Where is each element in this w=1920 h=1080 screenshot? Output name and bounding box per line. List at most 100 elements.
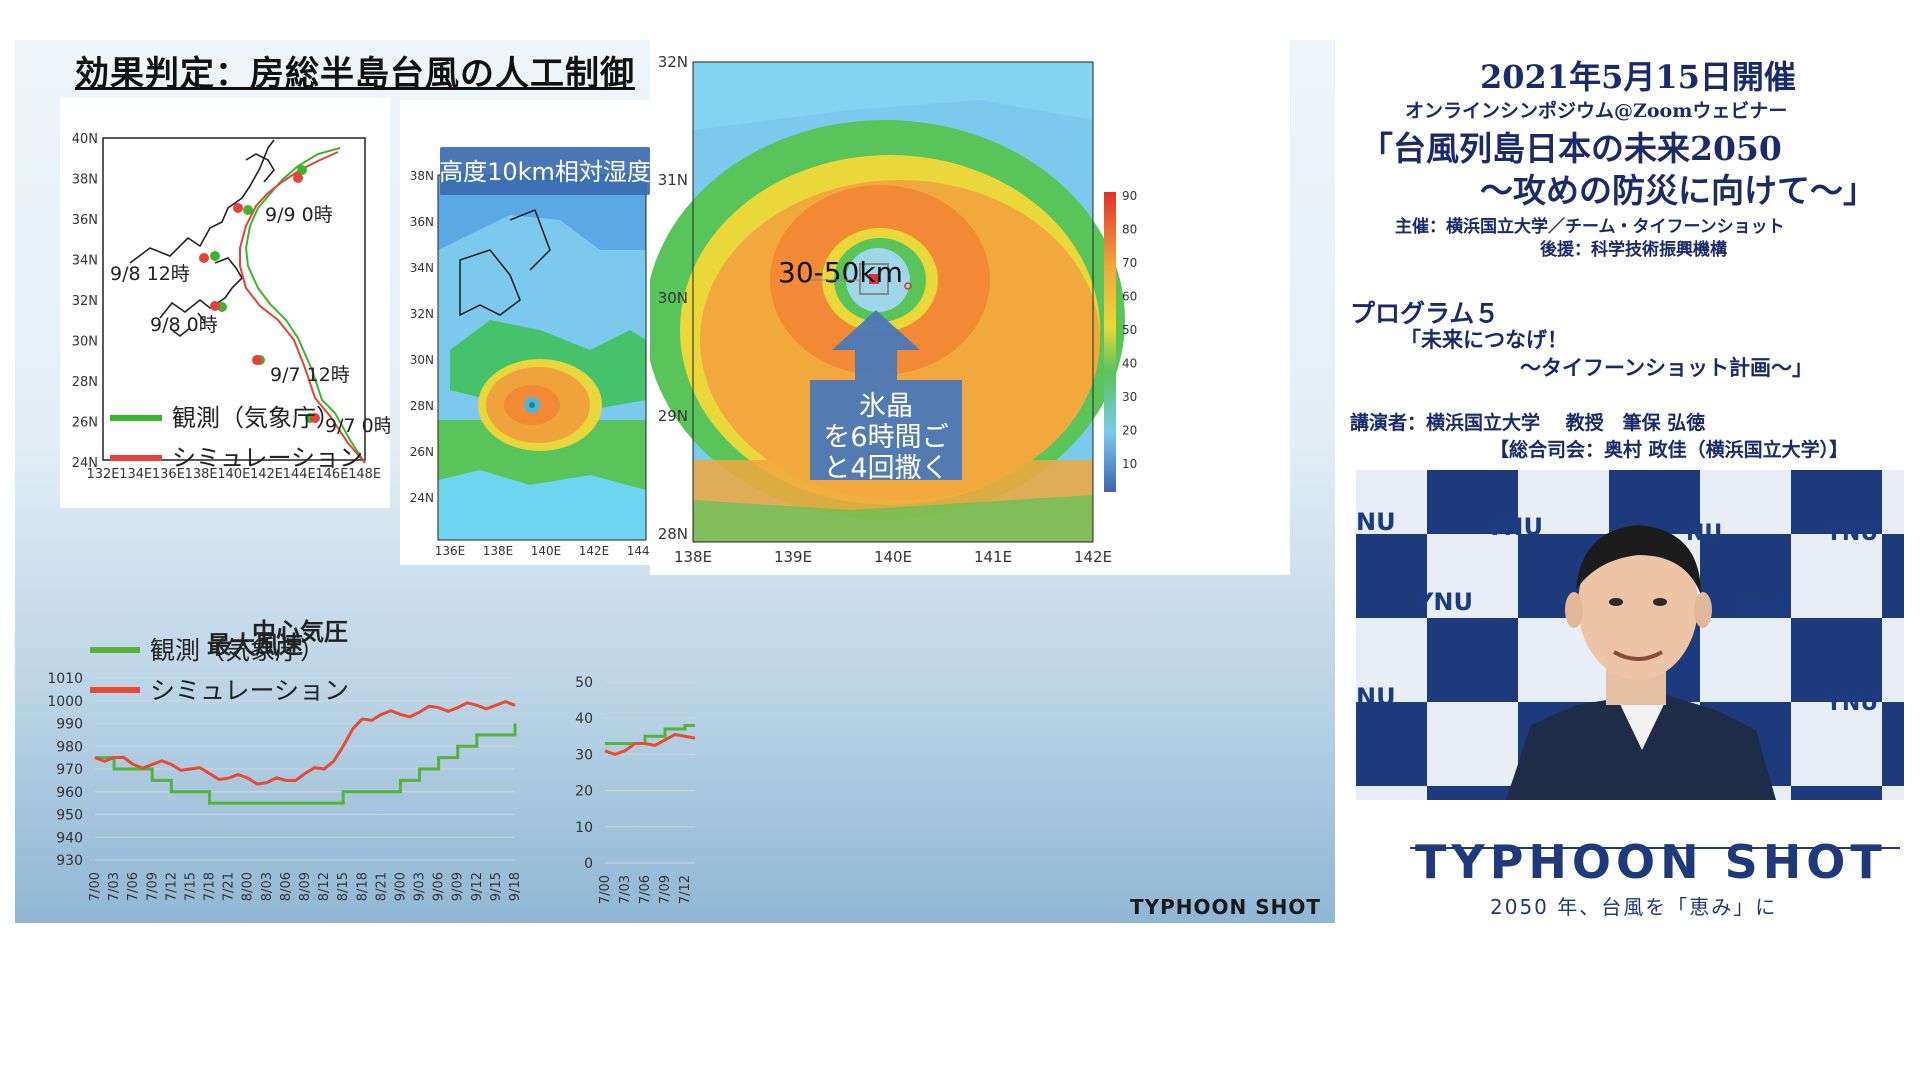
backdrop-logo-text: YNU xyxy=(1485,513,1543,541)
backdrop-logo-text: YNU xyxy=(1825,521,1878,546)
pressure-chart: 中心気圧 1010 1000 990 980 970 960 950 940 930 7/00 7… xyxy=(47,618,523,901)
x-tick-label: 9/15 xyxy=(489,872,504,901)
backdrop-tile xyxy=(1356,786,1427,800)
y-tick-label: 1000 xyxy=(47,694,83,710)
backdrop-tile xyxy=(1356,618,1427,702)
humidity-lat-label: 34N xyxy=(410,261,434,275)
humidity-lat-label: 30N xyxy=(410,353,434,367)
backdrop-logo-text: NU xyxy=(1356,508,1396,536)
backdrop-tile xyxy=(1882,618,1904,702)
x-tick-label: 9/03 xyxy=(413,872,428,901)
humidity-lon-label: 138E xyxy=(483,544,514,558)
humidity-map-title: 高度10km相対湿度 xyxy=(439,158,650,186)
y-tick-label: 980 xyxy=(56,739,83,755)
x-tick-label: 9/18 xyxy=(508,872,523,901)
scale-label: 30-50km xyxy=(778,256,903,289)
track-time-label: 9/9 0時 xyxy=(265,204,333,226)
track-lon-label: 138E xyxy=(185,467,218,482)
y-tick-label: 50 xyxy=(575,675,593,691)
track-legend-label: 観測（気象庁） xyxy=(172,404,340,432)
backdrop-tile xyxy=(1356,534,1427,618)
symposium-info-panel: 2021年5月15日開催 オンラインシンポジウム@Zoomウェビナー 「台風列島… xyxy=(1340,40,1920,920)
track-time-label: 9/7 0時 xyxy=(325,415,390,437)
backdrop-tile xyxy=(1791,534,1882,618)
humidity-lat-label: 32N xyxy=(410,307,434,321)
backdrop-tile xyxy=(1791,470,1882,534)
x-tick-label: 7/03 xyxy=(107,872,122,901)
track-map: 40N 38N 36N 34N 32N 30N 28N 26N 24N 132E 134E 136E… xyxy=(72,132,390,482)
y-tick-label: 990 xyxy=(56,717,83,733)
pressure-chart-title: 中心気圧 xyxy=(252,618,348,646)
x-tick-label: 8/00 xyxy=(241,872,256,901)
backdrop-tile xyxy=(1700,534,1791,618)
zoom-lon-label: 141E xyxy=(974,548,1012,566)
track-lon-label: 142E xyxy=(250,467,283,482)
track-time-label: 9/8 12時 xyxy=(110,263,190,285)
zoom-lon-label: 139E xyxy=(774,548,812,566)
backdrop-logo-text: YNU xyxy=(1735,593,1793,621)
track-lon-label: 140E xyxy=(217,467,250,482)
slide-footer-logo: TYPHOON SHOT xyxy=(1130,895,1322,919)
event-sponsor: 後援：科学技術振興機構 xyxy=(1540,240,1727,260)
y-tick-label: 960 xyxy=(56,785,83,801)
x-tick-label: 7/03 xyxy=(618,875,633,904)
program-title-1: 「未来につなげ！ xyxy=(1400,327,1568,352)
track-map-panel: 40N 38N 36N 34N 32N 30N 28N 26N 24N 132E 134E 136E… xyxy=(60,98,390,508)
slide-title: 効果判定：房総半島台風の人工制御 xyxy=(75,54,635,94)
x-tick-label: 7/21 xyxy=(222,872,237,901)
backdrop-tile xyxy=(1700,618,1791,702)
colorbar-label: 50 xyxy=(1122,323,1137,337)
logo-tagline: 2050 年、台風を「恵み」に xyxy=(1490,895,1778,919)
track-legend-label: シミュレーション xyxy=(172,444,363,472)
x-tick-label: 7/09 xyxy=(145,872,160,901)
zoom-lon-label: 138E xyxy=(674,548,712,566)
backdrop-tile xyxy=(1882,702,1904,786)
y-tick-label: 20 xyxy=(575,784,593,800)
x-tick-label: 7/09 xyxy=(658,875,673,904)
backdrop-logo-text: NU xyxy=(1356,683,1396,711)
backdrop-logo-text: YNU xyxy=(1415,588,1473,616)
program-title-2: 〜タイフーンショット計画〜」 xyxy=(1520,355,1813,380)
x-tick-label: 7/00 xyxy=(598,875,613,904)
x-tick-label: 9/06 xyxy=(432,872,447,901)
logo-swoosh-icon xyxy=(1410,847,1900,849)
track-lat-label: 28N xyxy=(72,375,98,390)
callout-text: を6時間ご xyxy=(823,422,948,453)
humidity-map-panel: 高度10km相対湿度 38N 36N 34N 32N 30N 28N 26N 24N 136E… xyxy=(400,100,650,565)
colorbar-label: 30 xyxy=(1122,390,1137,404)
callout-text: と4回撒く xyxy=(823,453,948,484)
zoom-lat-label: 28N xyxy=(658,525,688,543)
backdrop-tile xyxy=(1518,470,1609,534)
backdrop-tile xyxy=(1609,470,1700,534)
humidity-map: 高度10km相対湿度 38N 36N 34N 32N 30N 28N 26N 24N 136E… xyxy=(400,100,650,565)
track-lat-label: 30N xyxy=(72,335,98,350)
backdrop-tile xyxy=(1700,470,1791,534)
moderator: 【総合司会：奥村 政佳（横浜国立大学）】 xyxy=(1490,439,1849,461)
y-tick-label: 30 xyxy=(575,747,593,763)
series-line xyxy=(95,723,517,805)
humidity-lat-label: 26N xyxy=(410,445,434,459)
speaker-video: NU YNU YNU NU YNU YNU NU YNU xyxy=(1356,470,1904,800)
x-tick-label: 9/09 xyxy=(451,872,466,901)
track-lon-label: 146E xyxy=(315,467,348,482)
pressure-legend-label: 観測（気象庁） xyxy=(150,636,325,665)
y-tick-label: 1010 xyxy=(47,671,83,687)
x-tick-label: 9/12 xyxy=(470,872,485,901)
y-tick-label: 930 xyxy=(56,853,83,869)
humidity-lat-label: 36N xyxy=(410,215,434,229)
backdrop-tile xyxy=(1427,786,1518,800)
track-lon-label: 144E xyxy=(283,467,316,482)
event-main-title-2: 〜攻めの防災に向けて〜」 xyxy=(1480,171,1876,210)
x-tick-label: 8/21 xyxy=(374,872,389,901)
colorbar-label: 20 xyxy=(1122,424,1137,438)
humidity-lat-label: 24N xyxy=(410,491,434,505)
zoom-map-panel: 30-50km 氷晶 を6時間ご と4回撒く 90 80 70 60 50 40 30 20 10 … xyxy=(650,40,1290,575)
x-tick-label: 7/18 xyxy=(203,872,218,901)
x-tick-label: 8/15 xyxy=(336,872,351,901)
backdrop-tile xyxy=(1427,470,1518,534)
x-tick-label: 7/06 xyxy=(638,875,653,904)
x-tick-label: 7/12 xyxy=(164,872,179,901)
track-lon-label: 132E xyxy=(86,467,119,482)
x-tick-label: 8/09 xyxy=(298,872,313,901)
